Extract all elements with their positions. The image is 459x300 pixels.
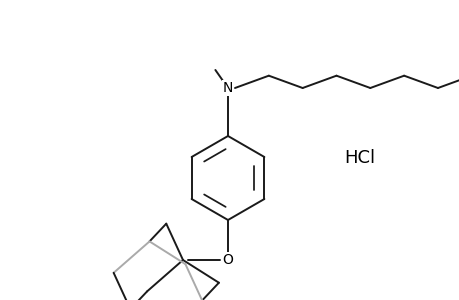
Text: N: N [222, 81, 233, 95]
Text: O: O [222, 253, 233, 267]
Text: HCl: HCl [344, 149, 375, 167]
